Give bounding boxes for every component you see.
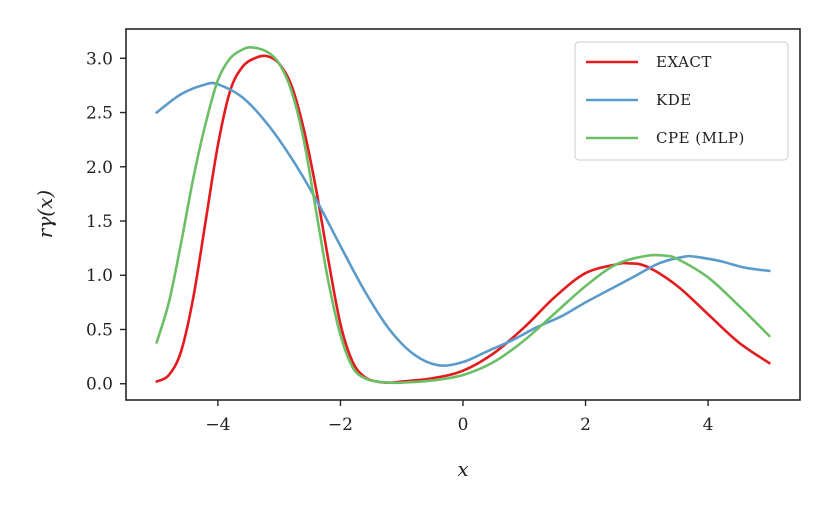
x-tick-label: −4 <box>205 415 230 435</box>
y-tick-label: 0.5 <box>86 320 113 340</box>
y-tick-label: 3.0 <box>86 49 113 69</box>
x-axis: −4 −2 0 2 4 <box>205 400 714 435</box>
y-axis: 0.0 0.5 1.0 1.5 2.0 2.5 3.0 <box>86 49 126 395</box>
y-axis-label: rγ(x) <box>33 190 57 238</box>
y-tick-label: 0.0 <box>86 375 113 395</box>
y-tick-label: 1.5 <box>86 212 113 232</box>
legend-label-kde: KDE <box>656 91 692 109</box>
x-tick-label: 4 <box>703 415 714 435</box>
x-tick-label: 0 <box>458 415 469 435</box>
y-tick-label: 1.0 <box>86 266 113 286</box>
y-tick-label: 2.5 <box>86 104 113 124</box>
y-tick-label: 2.0 <box>86 158 113 178</box>
x-axis-label: x <box>457 457 468 481</box>
series-line-cpe-mlp <box>155 46 771 385</box>
x-tick-label: 2 <box>580 415 591 435</box>
legend-label-cpe: CPE (MLP) <box>656 129 745 147</box>
legend: EXACT KDE CPE (MLP) <box>574 41 789 161</box>
legend-label-exact: EXACT <box>656 53 712 71</box>
legend-box <box>574 41 789 161</box>
x-tick-label: −2 <box>328 415 353 435</box>
